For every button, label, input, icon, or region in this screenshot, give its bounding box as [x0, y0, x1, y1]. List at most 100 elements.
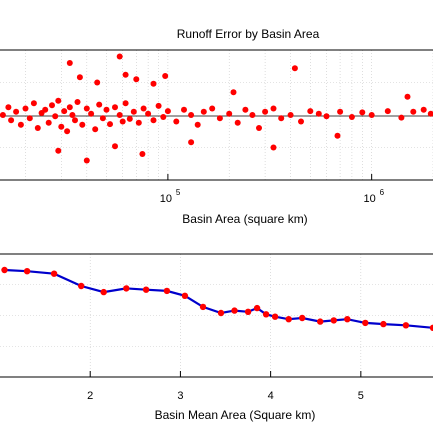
- scatter-point: [145, 110, 152, 117]
- scatter-point: [116, 112, 123, 118]
- line-marker: [380, 320, 387, 328]
- scatter-point: [116, 53, 123, 60]
- scatter-point: [55, 97, 62, 104]
- line-marker: [285, 316, 292, 323]
- scatter-point: [139, 151, 146, 157]
- scatter-point: [55, 147, 62, 154]
- scatter-point: [410, 108, 417, 115]
- scatter-point: [404, 93, 411, 100]
- scatter-point: [150, 80, 157, 87]
- scatter-point: [234, 119, 241, 126]
- scatter-point: [17, 121, 24, 128]
- scatter-point: [34, 125, 41, 131]
- line-marker: [163, 287, 171, 295]
- scatter-point: [72, 117, 78, 124]
- scatter-point: [194, 121, 201, 128]
- scatter-tick-exponent: 6: [380, 188, 385, 197]
- scatter-grid: [0, 50, 433, 180]
- scatter-point: [69, 112, 76, 118]
- line-tick-label: 2: [87, 390, 93, 402]
- scatter-point: [107, 121, 113, 128]
- scatter-point: [66, 104, 73, 111]
- line-marker: [271, 313, 279, 320]
- scatter-point: [112, 104, 118, 111]
- scatter-x-axis-label: Basin Area (square km): [182, 212, 307, 226]
- scatter-point: [49, 102, 55, 109]
- line-marker: [23, 268, 31, 275]
- scatter-point: [0, 112, 6, 118]
- scatter-point: [133, 76, 140, 83]
- line-marker: [362, 319, 369, 327]
- scatter-title: Runoff Error by Basin Area: [177, 27, 320, 41]
- scatter-point: [291, 65, 298, 72]
- line-tick-label: 5: [358, 390, 364, 402]
- scatter-point: [230, 89, 237, 96]
- line-marker: [262, 311, 270, 318]
- scatter-point: [216, 115, 223, 122]
- scatter-point: [398, 114, 405, 121]
- scatter-point: [83, 157, 90, 164]
- scatter-tick-label: 10: [160, 193, 172, 205]
- scatter-point: [66, 60, 73, 66]
- scatter-points: [0, 53, 433, 164]
- scatter-point: [5, 104, 12, 111]
- scatter-point: [13, 108, 20, 115]
- scatter-chart: Runoff Error by Basin Area 10 5 10 6 Basin …: [0, 27, 433, 226]
- scatter-point: [278, 115, 285, 122]
- scatter-point: [52, 113, 59, 120]
- scatter-point: [348, 114, 355, 120]
- scatter-point: [298, 118, 304, 125]
- line-marker: [100, 288, 107, 296]
- line-marker: [344, 316, 351, 323]
- scatter-point: [287, 112, 294, 118]
- line-marker: [429, 324, 433, 331]
- scatter-point: [337, 108, 344, 115]
- scatter-tick-label: 10: [364, 193, 376, 205]
- scatter-point: [58, 123, 65, 130]
- line-markers: [1, 266, 433, 331]
- scatter-point: [76, 74, 83, 81]
- scatter-point: [307, 108, 314, 115]
- scatter-tick-exponent: 5: [176, 188, 181, 197]
- scatter-point: [45, 119, 52, 126]
- line-marker: [217, 309, 225, 317]
- scatter-point: [368, 112, 375, 118]
- scatter-point: [99, 115, 106, 122]
- scatter-point: [384, 108, 391, 115]
- line-marker: [402, 322, 410, 329]
- scatter-point: [334, 132, 341, 139]
- line-series: [4, 268, 433, 329]
- line-marker: [299, 314, 306, 322]
- scatter-point: [112, 143, 118, 150]
- scatter-point: [30, 100, 37, 107]
- scatter-point: [226, 110, 233, 117]
- scatter-point: [209, 105, 216, 112]
- scatter-point: [155, 102, 162, 109]
- line-marker: [78, 282, 85, 290]
- scatter-point: [22, 105, 29, 112]
- line-marker: [317, 318, 324, 325]
- scatter-point: [122, 100, 129, 107]
- scatter-point: [315, 110, 322, 117]
- scatter-point: [164, 108, 171, 115]
- line-marker: [50, 270, 58, 277]
- scatter-point: [359, 109, 366, 116]
- scatter-point: [249, 112, 256, 118]
- scatter-point: [181, 106, 187, 113]
- scatter-point: [119, 118, 126, 125]
- scatter-point: [79, 121, 86, 128]
- scatter-point: [96, 101, 103, 108]
- scatter-point: [64, 128, 71, 135]
- scatter-point: [188, 139, 195, 146]
- scatter-point: [88, 110, 95, 117]
- scatter-point: [140, 105, 147, 112]
- scatter-point: [188, 112, 195, 118]
- line-marker: [330, 317, 337, 324]
- scatter-plot-frame: [0, 49, 433, 181]
- scatter-point: [8, 117, 15, 124]
- line-tick-label: 4: [268, 390, 274, 402]
- scatter-point: [200, 108, 207, 115]
- line-marker: [199, 303, 207, 311]
- line-marker: [181, 292, 189, 299]
